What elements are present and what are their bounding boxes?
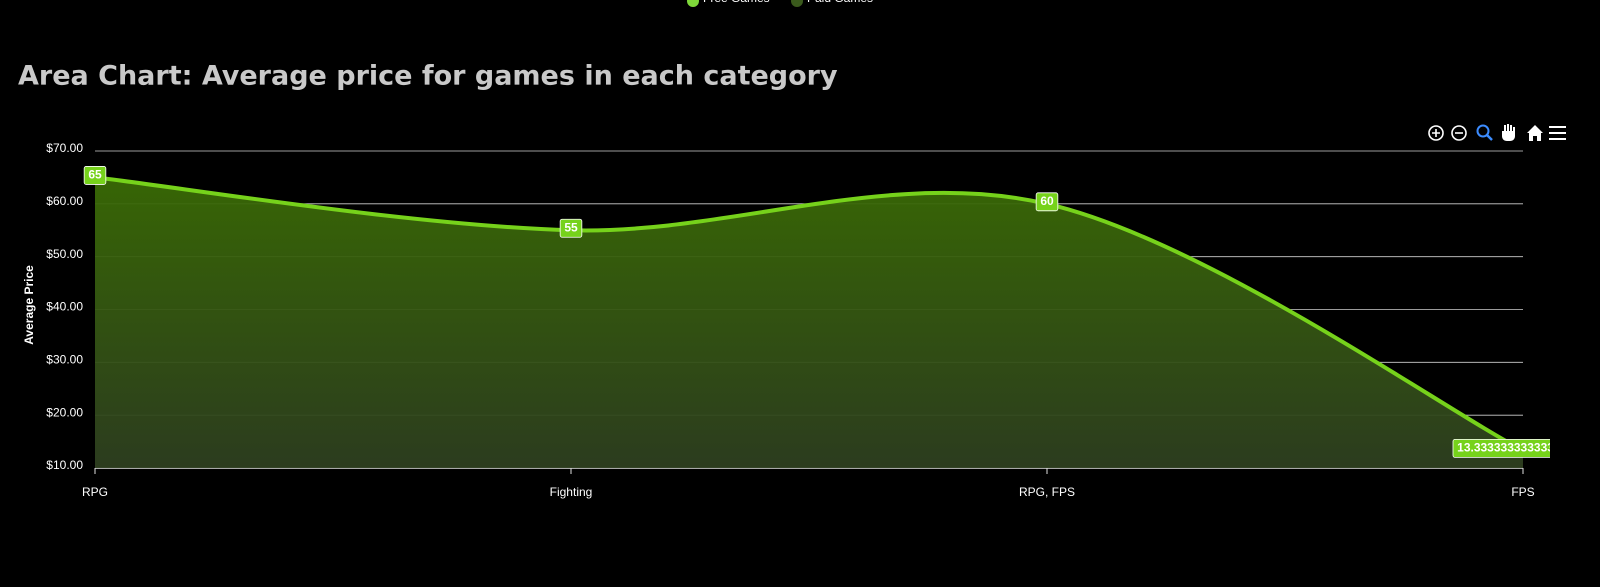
x-tick-label: RPG (82, 485, 108, 499)
zoom-out[interactable] (1451, 125, 1467, 141)
data-label: 60 (1040, 194, 1054, 208)
legend-label: Paid Games (807, 0, 873, 5)
reset-zoom[interactable] (1527, 125, 1543, 141)
x-tick-label: Fighting (550, 485, 593, 499)
data-label-box (83, 166, 107, 185)
data-label: 13.333333333333334 (1457, 441, 1574, 455)
y-tick-label: $40.00 (46, 300, 83, 314)
zoom-in[interactable] (1428, 125, 1444, 141)
area (95, 177, 1523, 468)
pan[interactable] (1502, 124, 1515, 141)
data-label: 55 (564, 220, 578, 234)
data-label-box (1035, 192, 1059, 212)
data-label-box (559, 218, 583, 238)
data-label: 65 (88, 168, 102, 182)
y-tick-label: $20.00 (46, 405, 83, 419)
y-tick-label: $60.00 (46, 194, 83, 208)
y-tick-label: $30.00 (46, 353, 83, 367)
legend-label: Free Games (703, 0, 770, 5)
legend-marker (687, 0, 699, 7)
x-tick-label: RPG, FPS (1019, 485, 1075, 499)
data-label-box (1452, 438, 1550, 458)
y-tick-label: $10.00 (46, 458, 83, 472)
legend-marker (791, 0, 803, 7)
line (94, 175, 1524, 453)
chart-title: Area Chart: Average price for games in e… (18, 61, 838, 92)
x-tick-label: FPS (1511, 485, 1534, 499)
selection-zoom[interactable] (1476, 124, 1493, 141)
toolbar (1428, 124, 1566, 141)
data-labels: 65 55 60 13.333333333333334 (83, 166, 1574, 458)
y-tick-label: $50.00 (46, 247, 83, 261)
menu[interactable] (1549, 126, 1566, 140)
y-axis-label: Average Price (22, 265, 36, 345)
y-tick-label: $70.00 (46, 141, 83, 155)
